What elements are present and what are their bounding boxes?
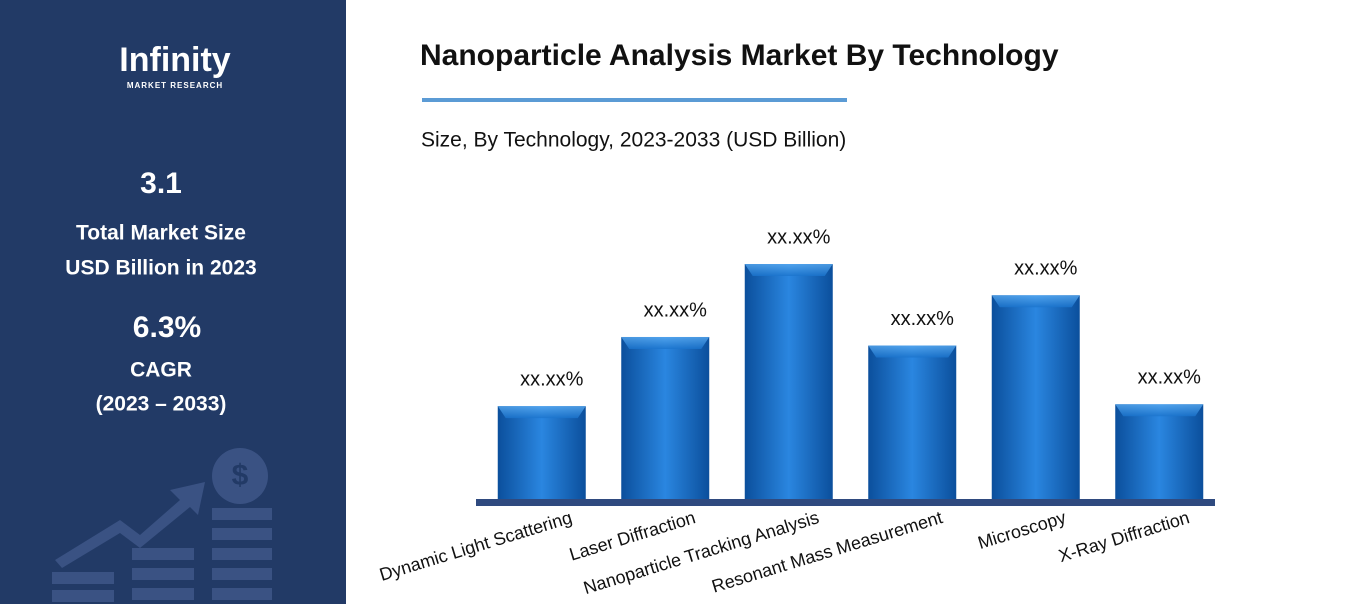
x-tick-label: Resonant Mass Measurement xyxy=(709,507,944,596)
bar-group xyxy=(744,264,833,500)
svg-text:$: $ xyxy=(232,459,249,492)
bar-top xyxy=(744,264,833,276)
market-size-label: Total Market Size xyxy=(76,222,246,245)
bar-group xyxy=(868,345,957,500)
bar-group xyxy=(621,336,710,500)
cagr-label: CAGR xyxy=(130,359,192,382)
cagr: 6.3% xyxy=(133,311,201,344)
bar-top xyxy=(1115,404,1204,417)
value-label: xx.xx% xyxy=(1014,258,1078,280)
value-label: xx.xx% xyxy=(520,368,584,390)
bar xyxy=(868,345,957,500)
logo-tagline: MARKET RESEARCH xyxy=(127,81,223,90)
baseline xyxy=(476,499,1215,506)
value-label: xx.xx% xyxy=(1138,367,1202,389)
bar-top xyxy=(621,336,710,349)
bar-group xyxy=(497,406,586,500)
chart-subtitle: Size, By Technology, 2023-2033 (USD Bill… xyxy=(421,129,846,152)
bar xyxy=(621,336,710,500)
x-tick-label: Nanoparticle Tracking Analysis xyxy=(581,507,821,598)
bar xyxy=(744,264,833,500)
sidebar-decoration: $ xyxy=(52,448,272,602)
bar xyxy=(991,295,1080,500)
cagr-period: (2023 – 2033) xyxy=(96,393,227,416)
chart-title: Nanoparticle Analysis Market By Technolo… xyxy=(420,39,1059,72)
bar-top xyxy=(868,345,957,358)
value-label: xx.xx% xyxy=(644,299,708,321)
x-tick-label: Dynamic Light Scattering xyxy=(377,507,574,585)
market-size-label: USD Billion in 2023 xyxy=(65,257,256,280)
value-label: xx.xx% xyxy=(767,226,831,248)
plot: xx.xx%Dynamic Light Scatteringxx.xx%Lase… xyxy=(377,226,1204,598)
bar-top xyxy=(991,295,1080,308)
x-tick-label: X-Ray Diffraction xyxy=(1056,507,1192,566)
x-tick-label: Microscopy xyxy=(975,507,1068,553)
bar xyxy=(497,406,586,500)
bar-group xyxy=(1115,404,1204,500)
market-size: 3.1 xyxy=(140,167,182,200)
logo: Infinity xyxy=(119,41,231,79)
bar xyxy=(1115,404,1204,500)
title-underline xyxy=(422,98,847,102)
bar-group xyxy=(991,295,1080,500)
bar-top xyxy=(497,406,586,419)
sidebar xyxy=(0,0,346,604)
value-label: xx.xx% xyxy=(891,308,955,330)
